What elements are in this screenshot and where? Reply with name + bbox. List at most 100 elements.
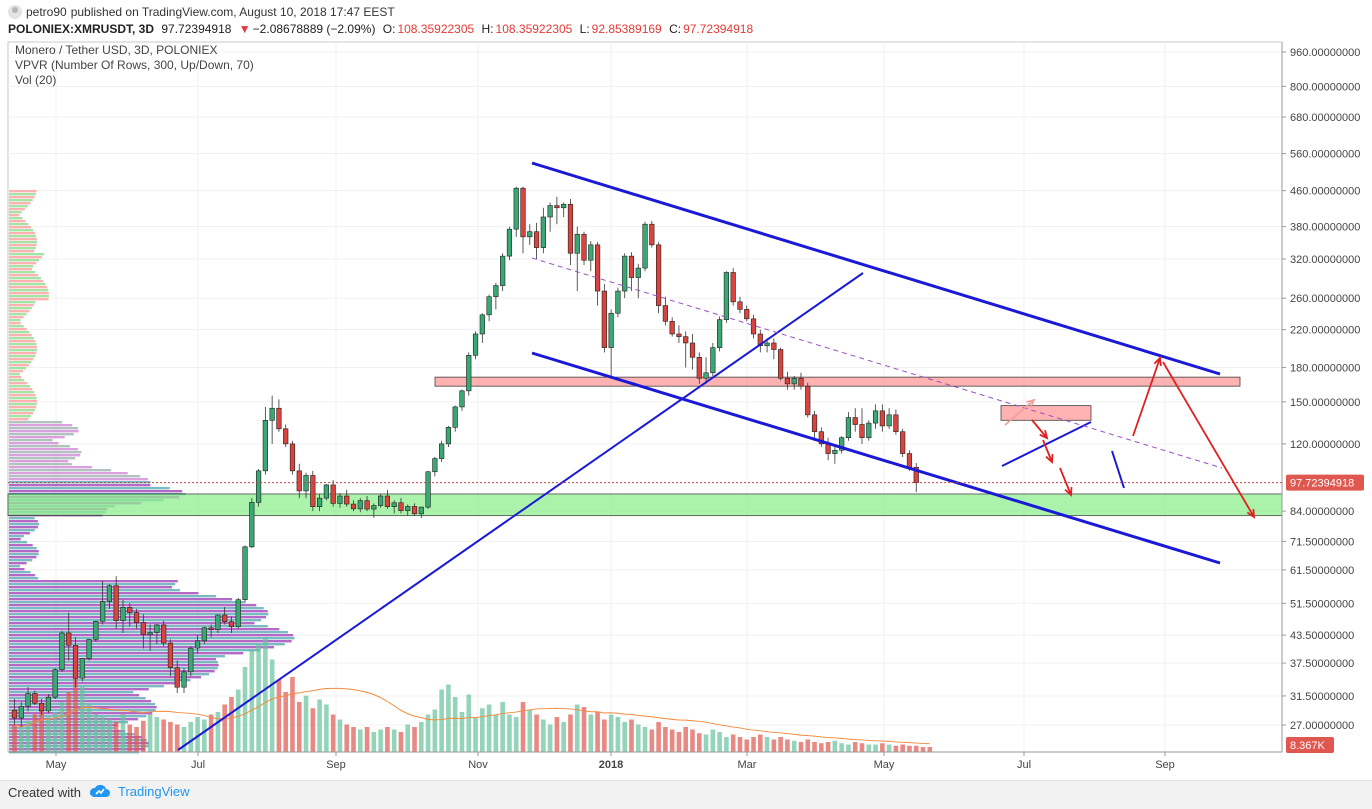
- candle[interactable]: [642, 223, 648, 269]
- candle[interactable]: [872, 410, 879, 424]
- candle[interactable]: [588, 244, 594, 261]
- candle[interactable]: [696, 356, 702, 379]
- candle[interactable]: [269, 407, 275, 421]
- candle[interactable]: [669, 320, 675, 335]
- candle[interactable]: [330, 484, 336, 504]
- candle[interactable]: [886, 414, 892, 427]
- candle[interactable]: [323, 484, 329, 499]
- candle[interactable]: [744, 309, 750, 320]
- candle[interactable]: [140, 622, 146, 635]
- candle[interactable]: [710, 347, 716, 374]
- candle[interactable]: [561, 203, 567, 209]
- candle[interactable]: [811, 414, 818, 433]
- candle[interactable]: [879, 410, 885, 427]
- candle[interactable]: [425, 471, 431, 508]
- candle[interactable]: [378, 495, 384, 506]
- candle[interactable]: [194, 640, 201, 649]
- candle[interactable]: [25, 693, 31, 707]
- user-avatar-icon[interactable]: [8, 5, 22, 19]
- candle[interactable]: [181, 671, 187, 688]
- candle[interactable]: [201, 627, 207, 642]
- candle[interactable]: [93, 621, 99, 640]
- support-zone[interactable]: [7, 493, 1283, 517]
- candle[interactable]: [662, 305, 668, 322]
- candle[interactable]: [608, 312, 614, 348]
- candle[interactable]: [371, 505, 377, 510]
- candle[interactable]: [208, 627, 214, 630]
- candle[interactable]: [344, 495, 350, 505]
- forecast-arrow-down[interactable]: [1162, 361, 1255, 518]
- candle[interactable]: [527, 231, 533, 238]
- candle[interactable]: [283, 428, 289, 445]
- candle[interactable]: [418, 506, 424, 515]
- candle[interactable]: [622, 255, 628, 292]
- candle[interactable]: [398, 502, 404, 511]
- candle[interactable]: [228, 621, 235, 627]
- candle[interactable]: [154, 624, 160, 633]
- candle[interactable]: [11, 709, 18, 719]
- candle[interactable]: [405, 506, 411, 511]
- candle[interactable]: [262, 419, 268, 472]
- candle[interactable]: [357, 500, 363, 510]
- candle[interactable]: [466, 355, 472, 392]
- short-blue-line[interactable]: [1111, 450, 1125, 489]
- channel-upper-line[interactable]: [531, 161, 1221, 376]
- candle[interactable]: [59, 632, 65, 671]
- candle[interactable]: [133, 612, 140, 623]
- rising-trendline[interactable]: [177, 272, 864, 751]
- candle[interactable]: [106, 585, 113, 602]
- candle[interactable]: [900, 431, 906, 454]
- candle[interactable]: [188, 647, 194, 673]
- candle[interactable]: [852, 417, 858, 425]
- candle[interactable]: [316, 497, 323, 507]
- candle[interactable]: [506, 228, 513, 257]
- candle[interactable]: [127, 607, 133, 613]
- candle[interactable]: [337, 495, 343, 504]
- candle[interactable]: [303, 475, 309, 492]
- candle[interactable]: [66, 632, 72, 646]
- candle[interactable]: [113, 585, 119, 621]
- candle[interactable]: [18, 706, 24, 719]
- candle[interactable]: [439, 443, 445, 459]
- resistance-zone[interactable]: [434, 376, 1241, 387]
- candle[interactable]: [757, 333, 763, 347]
- candle[interactable]: [717, 319, 723, 348]
- candle[interactable]: [52, 669, 58, 698]
- candle[interactable]: [784, 377, 791, 385]
- candle[interactable]: [771, 342, 777, 350]
- candle[interactable]: [764, 342, 770, 347]
- candle[interactable]: [222, 614, 228, 623]
- candle[interactable]: [79, 658, 85, 679]
- candle[interactable]: [364, 500, 370, 510]
- candle[interactable]: [384, 495, 391, 507]
- candle[interactable]: [459, 390, 465, 408]
- candle[interactable]: [520, 187, 526, 238]
- candle[interactable]: [120, 607, 126, 621]
- forecast-arrow-up[interactable]: [1132, 357, 1161, 437]
- candle[interactable]: [100, 601, 106, 622]
- volume-indicator-label[interactable]: Vol (20): [15, 73, 57, 87]
- candle[interactable]: [906, 453, 913, 468]
- candle[interactable]: [500, 255, 506, 286]
- candle[interactable]: [472, 333, 479, 356]
- candle[interactable]: [845, 417, 852, 439]
- candle[interactable]: [615, 290, 621, 314]
- candle[interactable]: [445, 427, 452, 445]
- candle[interactable]: [310, 475, 316, 507]
- price-chart[interactable]: 960.00000000 800.00000000 680.00000000 560.…: [0, 40, 1372, 785]
- candle[interactable]: [723, 272, 729, 320]
- candle[interactable]: [689, 342, 696, 358]
- candle[interactable]: [350, 503, 357, 510]
- candle[interactable]: [513, 187, 519, 230]
- candle[interactable]: [249, 502, 255, 548]
- candle[interactable]: [649, 223, 655, 246]
- candle[interactable]: [805, 385, 811, 416]
- candle[interactable]: [859, 424, 865, 439]
- candle[interactable]: [432, 458, 438, 473]
- candle[interactable]: [554, 205, 560, 209]
- candle[interactable]: [174, 667, 180, 688]
- candle[interactable]: [628, 255, 635, 278]
- candle[interactable]: [72, 645, 79, 679]
- candle[interactable]: [737, 301, 743, 310]
- candle[interactable]: [39, 702, 45, 712]
